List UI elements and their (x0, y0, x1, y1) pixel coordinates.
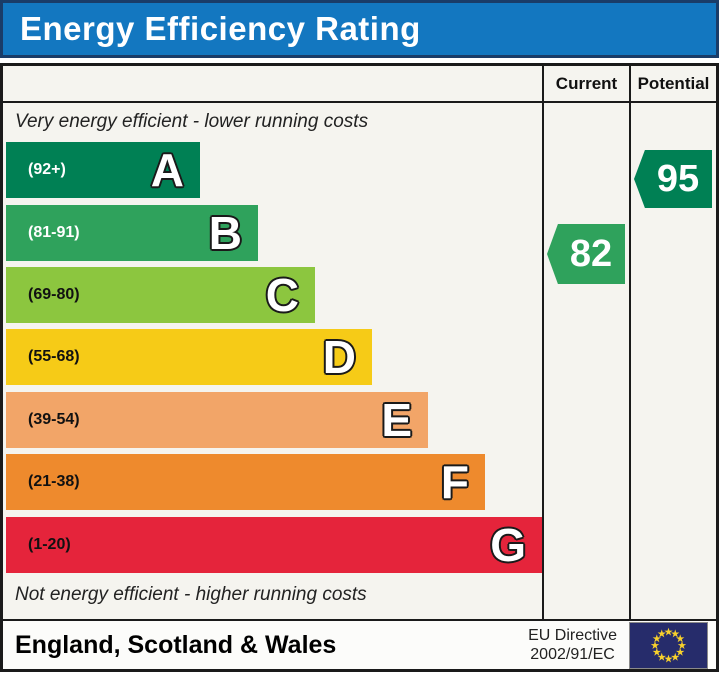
band-bar: (1-20) G (6, 516, 542, 573)
eu-directive-line1: EU Directive (528, 626, 617, 644)
band-range-label: (55-68) (28, 348, 80, 366)
current-rating-cell: 82 (542, 103, 629, 619)
potential-column-header: Potential (629, 66, 716, 101)
band-row: (92+) A (3, 139, 542, 201)
band-bar: (81-91) B (6, 204, 258, 261)
band-letter: F (440, 456, 469, 509)
page-title: Energy Efficiency Rating (20, 10, 421, 47)
band-bar: (39-54) E (6, 391, 428, 448)
rating-table: Current Potential Very energy efficient … (0, 63, 719, 672)
potential-rating-cell: 95 (629, 103, 716, 619)
band-range-label: (21-38) (28, 473, 80, 491)
eu-flag-icon (629, 621, 708, 669)
potential-rating-arrow: 95 (634, 150, 712, 208)
current-rating-arrow: 82 (547, 224, 625, 284)
footer: England, Scotland & Wales EU Directive 2… (3, 619, 716, 669)
top-caption: Very energy efficient - lower running co… (15, 111, 369, 132)
potential-rating-value: 95 (656, 157, 700, 200)
table-body-row: Very energy efficient - lower running co… (3, 103, 716, 619)
current-column-header: Current (542, 66, 629, 101)
region-label: England, Scotland & Wales (15, 630, 337, 659)
band-bar: (55-68) D (6, 329, 372, 386)
band-range-label: (1-20) (28, 535, 71, 553)
band-range-label: (92+) (28, 161, 66, 179)
eu-directive-label: EU Directive 2002/91/EC (528, 626, 617, 664)
band-bar: (21-38) F (6, 454, 485, 511)
band-row: (21-38) F (3, 451, 542, 513)
bottom-caption: Not energy efficient - higher running co… (15, 583, 367, 605)
eu-directive-line2: 2002/91/EC (530, 646, 615, 663)
band-row: (39-54) E (3, 389, 542, 451)
current-rating-value: 82 (569, 232, 613, 275)
rating-bands: (92+) A (81-91) B (69-80) C (55-68) D (3… (3, 139, 542, 576)
band-bar: (92+) A (6, 142, 200, 199)
band-row: (55-68) D (3, 326, 542, 388)
band-letter: B (208, 206, 242, 259)
rating-scale: Very energy efficient - lower running co… (3, 103, 542, 619)
band-letter: C (265, 268, 299, 321)
band-letter: E (381, 393, 412, 446)
title-bar: Energy Efficiency Rating (0, 0, 719, 58)
band-row: (69-80) C (3, 264, 542, 326)
band-letter: A (150, 144, 184, 197)
band-bar: (69-80) C (6, 266, 315, 323)
band-row: (1-20) G (3, 513, 542, 575)
band-letter: D (322, 331, 356, 384)
band-range-label: (81-91) (28, 223, 80, 241)
table-header-row: Current Potential (3, 66, 716, 103)
band-range-label: (39-54) (28, 410, 80, 428)
band-range-label: (69-80) (28, 285, 80, 303)
band-letter: G (490, 518, 526, 571)
band-row: (81-91) B (3, 201, 542, 263)
scale-header-cell (3, 66, 542, 101)
